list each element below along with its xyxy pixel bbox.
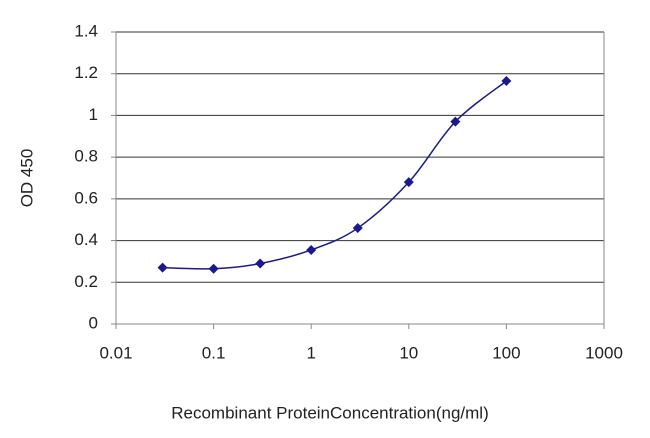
y-tick-label: 0.8 (74, 147, 98, 166)
data-point (208, 263, 219, 274)
data-point (352, 223, 363, 234)
y-tick-label: 1.2 (74, 63, 98, 82)
y-tick-label: 0.2 (74, 272, 98, 291)
data-point (255, 258, 266, 269)
x-tick-label: 0.1 (202, 343, 226, 362)
data-point (403, 177, 414, 188)
data-point (450, 116, 461, 127)
x-tick-label: 0.01 (99, 343, 132, 362)
y-tick-label: 1 (89, 105, 98, 124)
x-axis-label: Recombinant ProteinConcentration(ng/ml) (171, 403, 489, 422)
data-point (306, 244, 317, 255)
data-point (501, 76, 512, 87)
x-tick-label: 10 (399, 343, 418, 362)
y-tick-label: 0.4 (74, 230, 98, 249)
x-tick-label: 1 (306, 343, 315, 362)
x-tick-label: 1000 (585, 343, 623, 362)
y-tick-label: 0 (89, 313, 98, 332)
data-point (157, 262, 168, 273)
x-tick-label: 100 (492, 343, 520, 362)
y-axis-label: OD 450 (17, 149, 36, 208)
y-tick-label: 1.4 (74, 21, 98, 40)
y-tick-label: 0.6 (74, 188, 98, 207)
